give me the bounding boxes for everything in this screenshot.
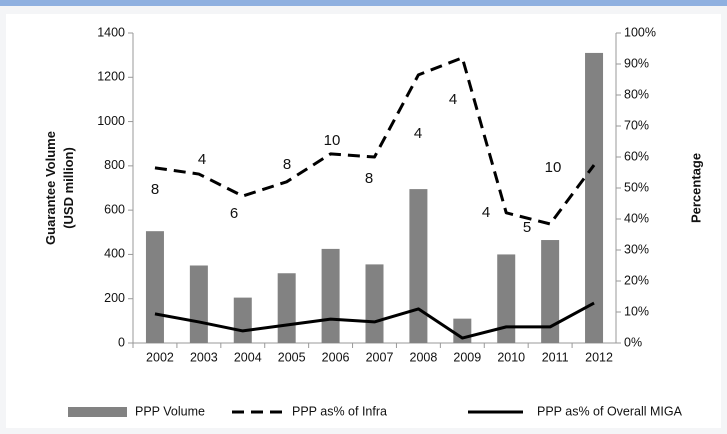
annotation: 8 — [151, 181, 159, 198]
y2-tick-label: 90% — [624, 56, 649, 70]
x-tick-label: 2009 — [453, 350, 481, 364]
y2-tick-label: 70% — [624, 118, 649, 132]
x-tick-label: 2012 — [585, 350, 613, 364]
y2-tick-label: 30% — [624, 242, 649, 256]
x-tick-label: 2005 — [278, 350, 306, 364]
x-tick-label: 2006 — [322, 350, 350, 364]
y2-tick-label: 40% — [624, 211, 649, 225]
x-tick-label: 2007 — [366, 350, 394, 364]
y-tick-label: 1000 — [97, 114, 125, 128]
y2-axis-label: Percentage — [688, 153, 703, 223]
x-tick-label: 2008 — [410, 350, 438, 364]
y2-tick-label: 60% — [624, 149, 649, 163]
bar — [145, 231, 164, 343]
bar — [277, 273, 296, 343]
legend-label: PPP as% of Infra — [292, 404, 387, 418]
y-tick-label: 0 — [118, 335, 125, 349]
bar — [189, 265, 208, 343]
legend-label: PPP as% of Overall MIGA — [537, 404, 683, 418]
legend-label: PPP Volume — [135, 404, 205, 418]
x-tick-label: 2011 — [542, 350, 569, 364]
y-tick-label: 1200 — [97, 70, 125, 84]
y2-tick-label: 80% — [624, 87, 649, 101]
line — [154, 56, 596, 226]
annotation: 5 — [523, 219, 531, 236]
bar — [321, 248, 340, 343]
annotation: 8 — [283, 156, 291, 173]
y-tick-label: 1400 — [97, 25, 125, 39]
y-axis-label-line: Guarantee Volume — [43, 131, 58, 245]
annotation: 4 — [198, 151, 206, 168]
annotation: 4 — [482, 204, 490, 221]
y-axis-label: Guarantee Volume (USD million) — [43, 131, 76, 245]
y2-tick-label: 50% — [624, 180, 649, 194]
y2-tick-label: 100% — [624, 25, 656, 39]
annotation: 8 — [365, 170, 373, 187]
legend-swatch — [68, 407, 127, 417]
bar — [233, 297, 252, 343]
annotation: 4 — [449, 91, 457, 108]
y-tick-label: 800 — [104, 158, 125, 172]
top-bar — [0, 0, 727, 6]
bar — [409, 189, 428, 343]
x-tick-label: 2010 — [497, 350, 525, 364]
bar — [365, 264, 384, 343]
y2-tick-label: 10% — [624, 304, 649, 318]
x-tick-label: 2003 — [190, 350, 218, 364]
y2-tick-label: 0% — [624, 335, 642, 349]
annotation: 10 — [324, 132, 341, 149]
y-tick-label: 200 — [104, 291, 125, 305]
y-tick-label: 400 — [104, 247, 125, 261]
annotation: 10 — [545, 159, 562, 176]
x-tick-label: 2004 — [234, 350, 262, 364]
bar — [541, 240, 560, 343]
bar — [497, 254, 516, 343]
annotation: 4 — [414, 125, 422, 142]
line — [154, 301, 595, 340]
x-tick-label: 2002 — [146, 350, 174, 364]
y-tick-label: 600 — [104, 202, 125, 216]
annotation: 6 — [230, 205, 238, 222]
bar — [585, 52, 604, 344]
y-axis-label-line: (USD million) — [61, 147, 76, 229]
y2-tick-label: 20% — [624, 273, 649, 287]
